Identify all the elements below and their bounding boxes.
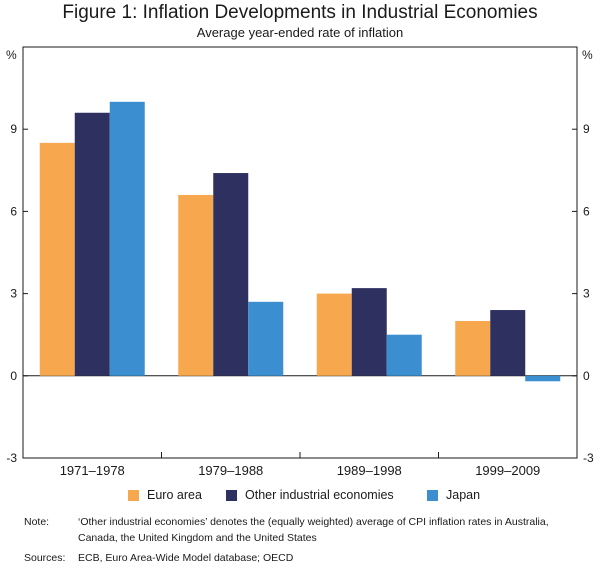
sources-label: Sources: — [24, 552, 66, 564]
legend-item-japan: Japan — [427, 488, 480, 502]
x-tick-label: 1971–1978 — [60, 463, 125, 478]
y-tick-label-left: 9 — [10, 122, 17, 136]
x-tick-label: 1979–1988 — [198, 463, 263, 478]
y-axis-unit-left: % — [6, 48, 17, 62]
bar — [490, 310, 526, 376]
chart-title: Figure 1: Inflation Developments in Indu… — [62, 2, 538, 23]
y-tick-label-right: 9 — [583, 122, 590, 136]
bar — [109, 101, 145, 376]
legend-item-euro-area: Euro area — [128, 488, 202, 502]
y-tick-label-left: 6 — [10, 204, 17, 218]
x-tick-label: 1989–1998 — [337, 463, 402, 478]
y-axis-unit-right: % — [582, 48, 593, 62]
y-tick-label-left: -3 — [6, 451, 17, 465]
bar — [178, 194, 214, 376]
sources-text: ECB, Euro Area-Wide Model database; OECD — [78, 552, 294, 564]
bar — [248, 301, 284, 376]
y-tick-label-right: 6 — [583, 204, 590, 218]
bar — [213, 173, 249, 376]
chart-subtitle: Average year-ended rate of inflation — [196, 25, 404, 40]
y-tick-label-right: 0 — [583, 369, 590, 383]
legend-label-other-industrial: Other industrial economies — [245, 488, 394, 502]
bar — [316, 293, 352, 376]
bar — [74, 112, 110, 376]
y-tick-label-left: 0 — [10, 369, 17, 383]
bar-chart: -3 -3 0 0 3 3 6 6 9 9% % 1971–1978 1979–1988 1989–199… — [6, 46, 594, 478]
y-tick-label-right: 3 — [583, 287, 590, 301]
legend-label-japan: Japan — [446, 488, 481, 502]
bar — [525, 375, 561, 382]
bar — [455, 321, 491, 376]
legend-swatch-other-industrial — [226, 489, 237, 501]
y-tick-label-left: 3 — [10, 287, 17, 301]
y-tick-label-right: -3 — [583, 451, 594, 465]
legend: Euro area Other industrial economies Jap… — [0, 488, 600, 506]
footnotes: Note: ‘Other industrial economies’ denot… — [24, 514, 584, 566]
bar — [39, 142, 75, 376]
x-tick-label: 1999–2009 — [475, 463, 540, 478]
note-text: ‘Other industrial economies’ denotes the… — [78, 516, 549, 544]
bar — [386, 334, 422, 376]
legend-label-euro-area: Euro area — [147, 488, 202, 502]
bar — [351, 288, 387, 376]
legend-item-other-industrial: Other industrial economies — [226, 488, 394, 502]
legend-swatch-euro-area — [128, 489, 139, 501]
legend-swatch-japan — [427, 489, 438, 501]
note-label: Note: — [24, 516, 50, 528]
